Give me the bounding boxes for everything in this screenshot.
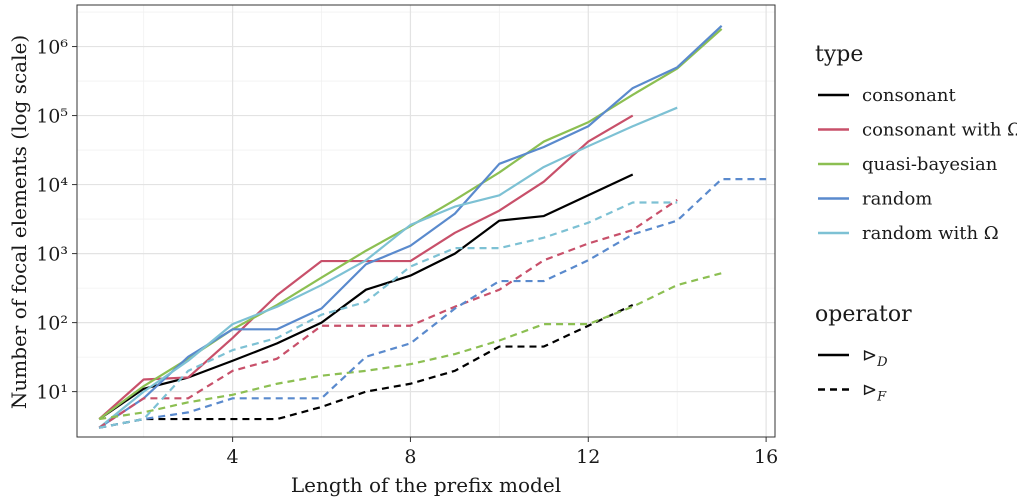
legend-label-quasi-bayesian: quasi-bayesian bbox=[862, 154, 998, 175]
legend-label-random-omega: random with Ω bbox=[862, 223, 999, 244]
series-lines bbox=[98, 24, 767, 429]
y-tick-label: 10² bbox=[36, 313, 68, 335]
plot-border bbox=[76, 4, 776, 438]
y-axis: 10¹ 10² 10³ 10⁴ 10⁵ 10⁶ bbox=[36, 37, 77, 404]
series-line-quasi-bayesian-f bbox=[99, 272, 722, 421]
x-axis-title: Length of the prefix model bbox=[291, 473, 561, 497]
series-line-consonant-f bbox=[99, 303, 634, 429]
minor-gridlines bbox=[77, 5, 775, 437]
legend-title-type: type bbox=[815, 42, 863, 67]
y-tick-label: 10¹ bbox=[36, 382, 68, 404]
legend-label-consonant: consonant bbox=[862, 85, 957, 106]
legend-label-operator-f: ⊳F bbox=[862, 380, 887, 405]
y-axis-title: Number of focal elements (log scale) bbox=[7, 35, 31, 409]
legend: type operator consonant consonant with Ω q… bbox=[815, 42, 1017, 405]
y-tick-label: 10³ bbox=[36, 244, 68, 266]
legend-label-consonant-omega: consonant with Ω bbox=[862, 120, 1017, 141]
x-tick-label: 8 bbox=[404, 446, 416, 468]
x-axis: 4 8 12 16 bbox=[227, 437, 778, 468]
x-tick-label: 16 bbox=[754, 446, 778, 468]
x-tick-label: 4 bbox=[227, 446, 239, 468]
legend-title-operator: operator bbox=[815, 302, 912, 327]
series-line-random-f bbox=[99, 178, 767, 429]
y-tick-label: 10⁴ bbox=[36, 175, 68, 197]
y-tick-label: 10⁶ bbox=[36, 37, 68, 59]
y-tick-label: 10⁵ bbox=[36, 106, 68, 128]
x-tick-label: 12 bbox=[576, 446, 600, 468]
series-line-random-omega-d bbox=[98, 106, 678, 429]
series-line-consonant-omega-f bbox=[98, 198, 678, 429]
legend-label-operator-d: ⊳D bbox=[862, 345, 888, 370]
series-line-random-omega-f bbox=[99, 201, 678, 429]
legend-label-random: random bbox=[862, 189, 932, 210]
